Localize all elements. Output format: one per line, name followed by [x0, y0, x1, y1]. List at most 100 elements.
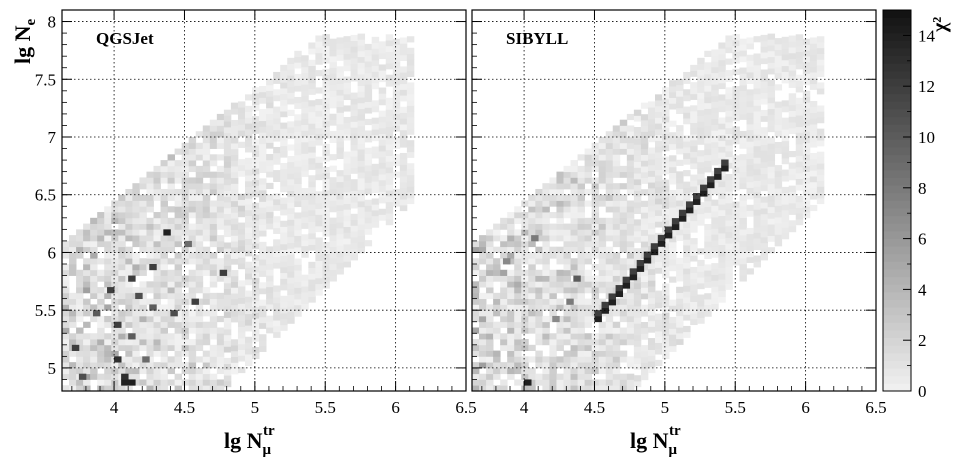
heatmap-cell: [139, 235, 147, 242]
heatmap-cell: [104, 292, 112, 300]
heatmap-cell: [718, 238, 726, 245]
heatmap-cell: [216, 367, 225, 375]
heatmap-cell: [542, 333, 550, 340]
heatmap-cell: [287, 207, 295, 215]
heatmap-cell: [336, 129, 344, 136]
heatmap-cell: [195, 310, 204, 317]
heatmap-cell: [188, 321, 197, 328]
heatmap-cell: [315, 220, 323, 227]
heatmap-cell: [647, 107, 656, 114]
heatmap-cell: [111, 229, 119, 236]
heatmap-cell: [605, 379, 614, 386]
heatmap-cell: [245, 250, 253, 257]
heatmap-cell: [287, 219, 295, 226]
heatmap-cell: [97, 292, 105, 300]
heatmap-cell: [69, 292, 77, 300]
heatmap-cell: [493, 373, 501, 380]
heatmap-cell: [336, 210, 344, 217]
x-tick-label: 6.5: [865, 398, 886, 417]
heatmap-cell: [371, 48, 380, 55]
heatmap-cell: [216, 356, 225, 363]
heatmap-cell: [549, 212, 557, 219]
heatmap-cell: [781, 59, 790, 67]
heatmap-cell: [690, 157, 698, 164]
heatmap-cell: [563, 246, 571, 253]
heatmap-cell: [223, 132, 232, 139]
heatmap-cell: [739, 50, 747, 57]
heatmap-cell: [315, 156, 323, 163]
heatmap-cell: [619, 298, 628, 305]
heatmap-cell: [542, 188, 550, 196]
heatmap-cell: [104, 229, 112, 236]
heatmap-cell: [612, 131, 621, 138]
heatmap-cell: [174, 275, 183, 282]
heatmap-cell: [62, 310, 70, 317]
heatmap-cell: [385, 161, 394, 168]
heatmap-cell: [507, 292, 515, 300]
heatmap-cell: [612, 281, 621, 288]
heatmap-cell: [188, 287, 197, 294]
heatmap-cell: [357, 45, 366, 52]
heatmap-cell: [802, 165, 811, 172]
heatmap-cell: [774, 222, 783, 229]
heatmap-cell: [83, 269, 91, 276]
heatmap-cell: [542, 269, 550, 276]
x-tick-label: 6: [801, 398, 810, 417]
heatmap-cell: [774, 176, 783, 183]
heatmap-cell: [336, 147, 344, 154]
heatmap-cell: [385, 51, 394, 58]
heatmap-cell: [329, 38, 337, 45]
heatmap-cell: [230, 310, 239, 317]
heatmap-cell: [605, 223, 614, 230]
heatmap-cell: [294, 223, 302, 231]
heatmap-cell: [711, 205, 719, 212]
heatmap-cell: [577, 240, 586, 248]
heatmap-ridge-cell: [693, 193, 701, 200]
heatmap-cell: [294, 143, 302, 150]
heatmap-cell: [809, 77, 818, 85]
heatmap-cell: [125, 321, 133, 328]
heatmap-cell: [287, 63, 295, 70]
heatmap-cell: [633, 311, 642, 318]
heatmap-cell: [230, 304, 239, 311]
heatmap-cell: [591, 194, 600, 201]
heatmap-cell: [132, 188, 140, 196]
heatmap-cell: [209, 298, 218, 305]
heatmap-cell: [535, 212, 543, 219]
heatmap-cell: [392, 73, 401, 80]
heatmap-cell: [669, 241, 677, 249]
heatmap-cell: [690, 186, 698, 193]
heatmap-cell: [746, 164, 754, 171]
heatmap-cell: [202, 229, 211, 236]
heatmap-cell: [753, 220, 761, 228]
heatmap-cell: [535, 194, 543, 201]
heatmap-cell: [195, 165, 204, 173]
heatmap-cell: [202, 321, 211, 328]
heatmap-cell: [252, 127, 260, 134]
heatmap-cell: [788, 47, 797, 54]
heatmap-cell: [563, 385, 571, 392]
heatmap-cell: [598, 362, 607, 369]
heatmap-cell: [816, 70, 825, 78]
heatmap-cell: [392, 194, 401, 201]
heatmap-cell: [209, 321, 218, 328]
heatmap-cell: [676, 229, 684, 236]
heatmap-cell: [245, 261, 253, 268]
heatmap-cell: [392, 90, 401, 97]
heatmap-cell: [287, 184, 295, 192]
heatmap-cell: [472, 379, 480, 386]
heatmap-cell: [301, 205, 309, 212]
heatmap-cell: [591, 217, 600, 224]
heatmap-cell: [795, 34, 804, 41]
heatmap-cell: [181, 194, 190, 201]
heatmap-cell: [343, 93, 351, 101]
heatmap-cell: [188, 292, 197, 300]
heatmap-cell: [132, 287, 140, 294]
heatmap-cell: [626, 333, 635, 340]
heatmap-cell: [357, 114, 366, 121]
heatmap-cell: [343, 163, 351, 170]
heatmap-cell: [662, 237, 670, 244]
heatmap-cell: [802, 148, 811, 155]
heatmap-cell: [605, 373, 614, 380]
heatmap-cell: [584, 229, 593, 236]
